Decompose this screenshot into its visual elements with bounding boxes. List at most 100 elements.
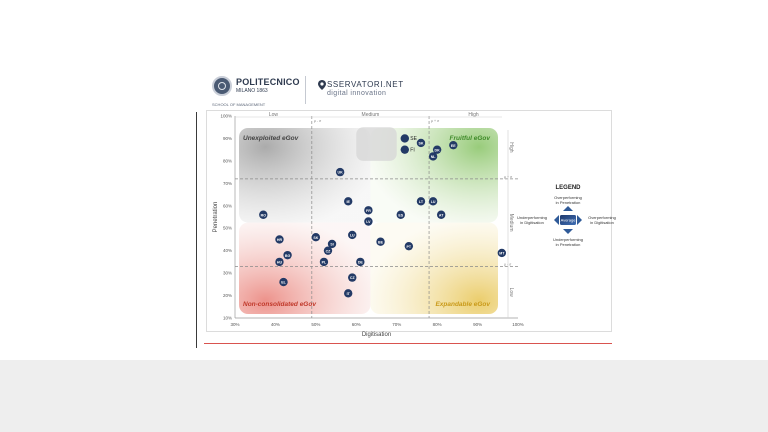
quadrant-unexploited — [239, 128, 371, 223]
data-point-pl — [319, 257, 329, 267]
polimi-school: SCHOOL OF MANAGEMENT — [212, 102, 266, 107]
data-point-ee — [449, 140, 458, 150]
data-label-lv: LV — [366, 220, 371, 224]
x-tick-label: 40% — [271, 322, 280, 327]
threshold-label-x-high: μ + σ — [431, 119, 440, 123]
data-point-lu — [428, 197, 438, 206]
data-label-ie: IE — [346, 200, 350, 204]
data-point-cz — [323, 246, 333, 255]
data-point-bg — [283, 250, 292, 260]
data-point-ro — [259, 210, 268, 219]
data-label-ro: RO — [261, 213, 267, 217]
y-tick-label: 70% — [223, 181, 232, 186]
data-label-lt: LT — [419, 200, 424, 204]
data-point-ie — [344, 197, 353, 206]
x-axis-title: Digitisation — [362, 332, 391, 338]
osservatori-subtitle: digital innovation — [327, 90, 387, 97]
data-label-cz: CZ — [350, 276, 356, 280]
legend-average-box — [560, 215, 576, 225]
data-label-mt: MT — [499, 252, 505, 256]
data-point-lt — [416, 197, 426, 206]
data-label-hu: HU — [277, 260, 283, 264]
column-band-label: High — [468, 112, 479, 118]
data-label-lu: LU — [431, 200, 436, 204]
y-axis-title: Penetration — [213, 202, 219, 233]
data-label-pt: PT — [407, 245, 412, 249]
data-point-sk — [416, 138, 426, 148]
y-tick-label: 90% — [223, 136, 232, 141]
y-tick-label: 20% — [223, 293, 232, 298]
data-point-lu — [348, 230, 357, 240]
legend: Average — [554, 206, 582, 234]
polimi-logo: POLITECNICO MILANO 1863 SCHOOL OF MANAGE… — [212, 76, 312, 110]
data-point-es — [396, 210, 405, 219]
row-band-label: Medium — [508, 214, 514, 232]
chart-plot-area: μ - σμ + σμ + σμ - σ30%40%50%60%70%80%90… — [213, 112, 524, 338]
polimi-city: MILANO 1863 — [236, 88, 268, 94]
data-label-lu: LU — [350, 234, 355, 238]
x-tick-label: 30% — [230, 322, 239, 327]
data-point-hu — [275, 257, 284, 267]
x-tick-label: 80% — [433, 322, 442, 327]
data-label-es: ES — [398, 213, 403, 217]
data-point-mt — [497, 248, 507, 258]
legend-bottom-text: Underperforming in Penetration — [552, 237, 583, 247]
y-tick-label: 30% — [223, 271, 232, 276]
data-point-dk — [432, 145, 442, 154]
chart-frame — [206, 110, 612, 332]
legend-diamond-left — [554, 215, 559, 225]
data-point-pt — [404, 241, 414, 251]
data-point-fr — [364, 206, 373, 215]
osservatori-name: SSERVATORI.NET — [327, 80, 404, 89]
quadrant-label-unexploited: Unexploited eGov — [243, 135, 299, 142]
data-label-fr: FR — [366, 209, 371, 213]
data-label-ee: EE — [451, 144, 456, 148]
data-point-it — [344, 289, 353, 298]
footer-band — [0, 360, 768, 432]
legend-left-text: Underperforming in Digitisation — [516, 215, 547, 225]
data-point-cz — [348, 273, 357, 282]
data-label-bg: BG — [285, 254, 291, 258]
data-point-de — [356, 257, 365, 267]
data-label-it: IT — [347, 292, 351, 296]
quadrant-label-nonconsolidated: Non-consolidated eGov — [243, 301, 316, 308]
data-label-be: BE — [378, 240, 384, 244]
data-label-sk: SK — [313, 236, 318, 240]
data-point-sk — [311, 233, 321, 242]
y-tick-label: 10% — [223, 316, 232, 321]
data-label-dk: DK — [435, 148, 441, 152]
legend-top-text: Overperforming in Penetration — [554, 195, 582, 205]
data-label-nl: NL — [431, 155, 437, 159]
data-point-fi — [400, 145, 409, 154]
threshold-label-x-low: μ - σ — [314, 119, 322, 123]
y-tick-label: 40% — [223, 248, 232, 253]
row-band-label: Low — [508, 288, 514, 298]
y-tick-label: 60% — [223, 203, 232, 208]
x-tick-label: 50% — [311, 322, 320, 327]
data-label-si: SI — [330, 243, 333, 247]
data-label-cz: CZ — [326, 249, 332, 253]
data-point-lv — [364, 217, 373, 226]
data-point-si — [327, 239, 337, 249]
row-band-label: High — [508, 142, 514, 153]
logo-divider — [305, 76, 306, 104]
data-point-at — [436, 210, 446, 219]
data-label-uk: UK — [338, 171, 344, 175]
slide-red-rule — [204, 343, 612, 344]
polimi-name: POLITECNICO — [236, 77, 300, 87]
data-point-nl — [428, 152, 438, 161]
x-tick-label: 100% — [512, 322, 524, 327]
data-label-sk: SK — [418, 142, 423, 146]
column-band-label: Low — [269, 112, 279, 118]
y-tick-label: 50% — [223, 226, 232, 231]
x-tick-label: 70% — [392, 322, 401, 327]
data-label-pl: PL — [322, 260, 327, 264]
legend-diamond-top — [563, 206, 573, 211]
slide-left-rule — [196, 112, 197, 348]
legend-title: LEGEND — [555, 185, 581, 191]
data-point-hr — [275, 235, 284, 244]
column-band-label: Medium — [362, 112, 380, 118]
data-label-fi: FI — [410, 147, 414, 153]
y-tick-label: 80% — [223, 158, 232, 163]
